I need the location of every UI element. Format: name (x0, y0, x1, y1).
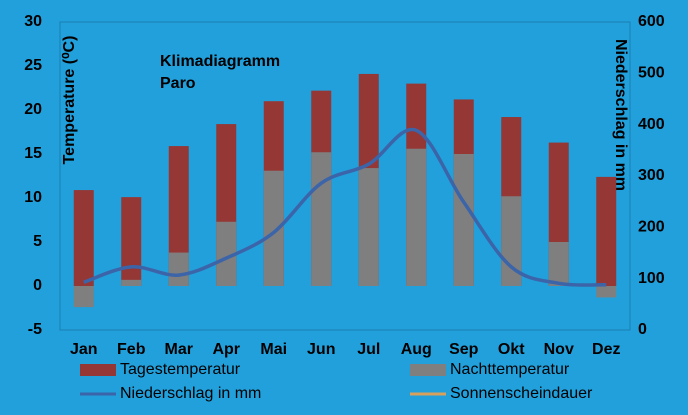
bar (311, 152, 332, 286)
line (83, 127, 607, 287)
bar (548, 242, 569, 286)
legend-label: Sonnenscheindauer (450, 385, 593, 402)
x-tick-label: Jan (70, 341, 98, 358)
y2-tick-label: 600 (638, 13, 665, 30)
y2-tick-label: 500 (638, 65, 665, 82)
y2-tick-label: 300 (638, 167, 665, 184)
legend-label: Nachttemperatur (450, 361, 570, 378)
y-tick-label: 30 (24, 13, 42, 30)
y2-tick-label: 0 (638, 321, 647, 338)
y-tick-label: 0 (33, 277, 42, 294)
x-tick-label: Mar (165, 341, 193, 358)
y2-axis-label: Niederschlag in mm (612, 39, 629, 191)
legend-swatch (410, 364, 446, 376)
legend-label: Niederschlag in mm (120, 385, 261, 402)
y2-tick-label: 200 (638, 219, 665, 236)
x-tick-label: Aug (401, 341, 432, 358)
y2-tick-label: 100 (638, 270, 665, 287)
legend-swatch (80, 364, 116, 376)
y-axis-label: Temperature (⁰C) (61, 36, 78, 165)
chart-subtitle: Paro (160, 75, 196, 92)
x-tick-label: Nov (544, 341, 574, 358)
bar (73, 190, 94, 286)
bar (216, 221, 237, 286)
x-tick-label: Jul (357, 341, 380, 358)
bar (73, 286, 94, 308)
bar (596, 286, 617, 298)
bar (121, 197, 142, 286)
bar (453, 154, 474, 286)
bar (358, 168, 379, 286)
plot-area (59, 21, 631, 331)
chart-title: Klimadiagramm (160, 53, 280, 70)
x-tick-label: Feb (117, 341, 146, 358)
y-tick-label: 15 (24, 145, 42, 162)
bar (596, 176, 617, 286)
bar (168, 146, 189, 286)
bar (263, 170, 284, 286)
x-tick-label: Sep (449, 341, 479, 358)
x-tick-label: Dez (592, 341, 620, 358)
y2-tick-label: 400 (638, 116, 665, 133)
y-tick-label: 10 (24, 189, 42, 206)
legend-label: Tagestemperatur (120, 361, 241, 378)
x-tick-label: Okt (498, 341, 525, 358)
y-tick-label: 5 (33, 233, 42, 250)
y-tick-label: 25 (24, 57, 42, 74)
x-tick-label: Apr (212, 341, 240, 358)
x-tick-label: Jun (307, 341, 335, 358)
y-tick-label: -5 (28, 321, 42, 338)
y-tick-label: 20 (24, 101, 42, 118)
bar (168, 252, 189, 286)
x-tick-label: Mai (260, 341, 287, 358)
bar (121, 279, 142, 286)
bar (406, 148, 427, 286)
